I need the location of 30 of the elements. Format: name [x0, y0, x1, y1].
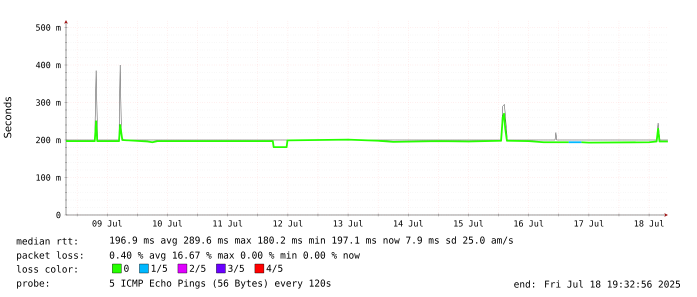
text: 196.9 ms avg 289.6 ms max 180.2 ms min 197.1 ms now 7.9 ms sd 25.0 am/s — [110, 236, 513, 246]
text: probe: — [17, 279, 48, 289]
legend-label: 4/5 — [266, 264, 282, 273]
text: packet loss: — [17, 251, 82, 261]
text: end: Fri Jul 18 19:32:56 2025 — [514, 280, 680, 288]
legend-label: 2/5 — [190, 264, 206, 273]
x-tick-label: 09 Jul — [92, 220, 122, 227]
y-axis-title: Seconds — [4, 97, 12, 138]
y-tick-label: 500 m — [36, 24, 61, 31]
x-tick-label: 14 Jul — [394, 220, 423, 227]
x-tick-label: 10 Jul — [153, 220, 182, 227]
x-tick-label: 18 Jul — [634, 220, 664, 227]
text: 0.40 % avg 16.67 % max 0.00 % min 0.00 % now — [110, 251, 360, 261]
text: median rtt: — [16, 237, 77, 245]
x-tick-label: 11 Jul — [213, 220, 242, 227]
x-tick-label: 13 Jul — [334, 220, 363, 227]
legend-label: 0 — [124, 264, 129, 272]
y-tick-label: 200 m — [36, 136, 61, 144]
legend-label: 1/5 — [152, 264, 167, 273]
y-tick-label: 0 — [56, 212, 60, 218]
x-tick-label: 17 Jul — [574, 220, 604, 227]
y-tick-label: 300 m — [36, 99, 61, 106]
x-tick-label: 16 Jul — [514, 220, 544, 227]
legend-label: 3/5 — [228, 264, 244, 273]
x-tick-label: 12 Jul — [274, 220, 302, 227]
text: 5 ICMP Echo Pings (56 Bytes) every 120s — [110, 279, 330, 289]
y-tick-label: 400 m — [36, 62, 61, 68]
y-tick-label: 100 m — [36, 174, 61, 181]
text: loss color: — [16, 265, 77, 273]
x-tick-label: 15 Jul — [454, 220, 483, 227]
